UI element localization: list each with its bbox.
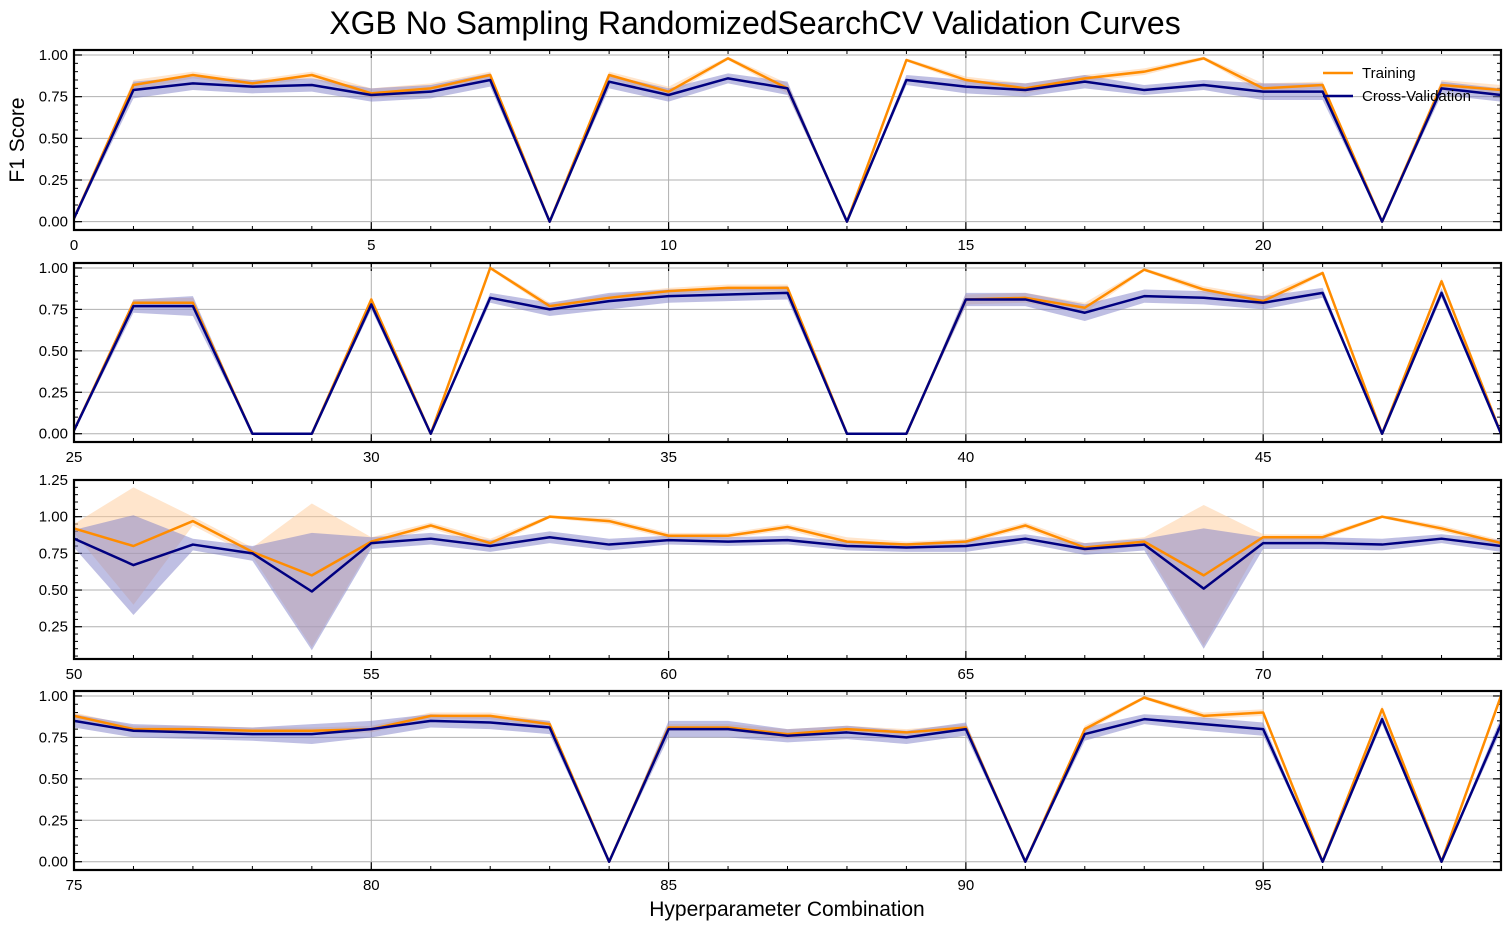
- x-tick-label: 90: [958, 877, 975, 894]
- cv-std-band: [74, 286, 1501, 434]
- cv-series-line: [74, 291, 1501, 435]
- y-tick-label: 1.00: [39, 509, 68, 526]
- panel-frame: [72, 478, 1503, 661]
- panel-plot-area: [74, 695, 1501, 863]
- panel-2: 25 30 35 40 45 0.00 0.25 0.50 0.75 1.00: [39, 260, 1503, 466]
- y-tick-label: 0.50: [39, 771, 68, 788]
- x-tick-label: 55: [363, 666, 380, 683]
- panel-4: 75 80 85 90 95 0.00 0.25 0.50 0.75 1.00: [39, 688, 1503, 894]
- y-tick-label: 0.00: [39, 854, 68, 871]
- panel-plot-area: [74, 487, 1501, 651]
- x-tick-label: 45: [1255, 449, 1272, 466]
- y-axis-label: F1 Score: [6, 97, 29, 182]
- x-tick-label: 65: [958, 666, 975, 683]
- y-tick-label: 0.50: [39, 343, 68, 360]
- cv-series-line: [74, 717, 1501, 863]
- x-tick-label: 20: [1255, 237, 1272, 254]
- x-tick-label: 40: [958, 449, 975, 466]
- x-tick-label: 5: [367, 237, 375, 254]
- training-series-line: [74, 515, 1501, 577]
- x-tick-label: 50: [66, 666, 83, 683]
- panel-plot-area: [74, 56, 1501, 223]
- y-tick-label: 0.25: [39, 172, 68, 189]
- y-tick-label: 0.25: [39, 812, 68, 829]
- cv-std-band: [74, 73, 1501, 222]
- x-tick-label: 60: [660, 666, 677, 683]
- x-tick-label: 35: [660, 449, 677, 466]
- y-tick-label: 0.00: [39, 426, 68, 443]
- panel-3: 50 55 60 65 70 0.25 0.50 0.75 1.00 1.25: [39, 472, 1503, 683]
- panel-frame: [72, 689, 1503, 872]
- x-tick-label: 70: [1255, 666, 1272, 683]
- legend-training-label: Training: [1362, 65, 1416, 82]
- y-tick-label: 0.75: [39, 729, 68, 746]
- y-tick-label: 0.25: [39, 384, 68, 401]
- panel-frame: [72, 48, 1503, 232]
- x-tick-label: 0: [70, 237, 78, 254]
- x-tick-label: 85: [660, 877, 677, 894]
- y-tick-label: 1.00: [39, 688, 68, 705]
- training-series-line: [74, 695, 1501, 863]
- x-tick-label: 95: [1255, 877, 1272, 894]
- x-tick-label: 10: [660, 237, 677, 254]
- panel-plot-area: [74, 266, 1501, 435]
- panel-1: 0 5 10 15 20 0.00 0.25 0.50 0.75 1.00: [39, 47, 1503, 254]
- y-tick-label: 0.75: [39, 301, 68, 318]
- chart-title: XGB No Sampling RandomizedSearchCV Valid…: [329, 5, 1180, 41]
- training-std-band: [74, 487, 1501, 648]
- y-tick-label: 0.50: [39, 130, 68, 147]
- y-tick-label: 0.00: [39, 214, 68, 231]
- panels-layer: 0 5 10 15 20 0.00 0.25 0.50 0.75 1.00 25 30 35 40 45 0.…: [39, 47, 1503, 894]
- x-tick-label: 75: [66, 877, 83, 894]
- legend-cv-label: Cross-Validation: [1362, 88, 1471, 105]
- cv-series-line: [74, 535, 1501, 593]
- y-tick-label: 1.25: [39, 472, 68, 489]
- y-tick-label: 0.75: [39, 545, 68, 562]
- cv-std-band: [74, 515, 1501, 651]
- panel-frame: [72, 261, 1503, 444]
- cv-series-line: [74, 77, 1501, 223]
- x-tick-label: 25: [66, 449, 83, 466]
- legend: Training Cross-Validation: [1323, 65, 1471, 105]
- y-tick-label: 1.00: [39, 47, 68, 64]
- x-tick-label: 15: [958, 237, 975, 254]
- y-tick-label: 0.50: [39, 582, 68, 599]
- x-axis-label: Hyperparameter Combination: [649, 898, 924, 921]
- y-tick-label: 0.25: [39, 619, 68, 636]
- y-tick-label: 0.75: [39, 89, 68, 106]
- x-tick-label: 30: [363, 449, 380, 466]
- x-tick-label: 80: [363, 877, 380, 894]
- y-tick-label: 1.00: [39, 260, 68, 277]
